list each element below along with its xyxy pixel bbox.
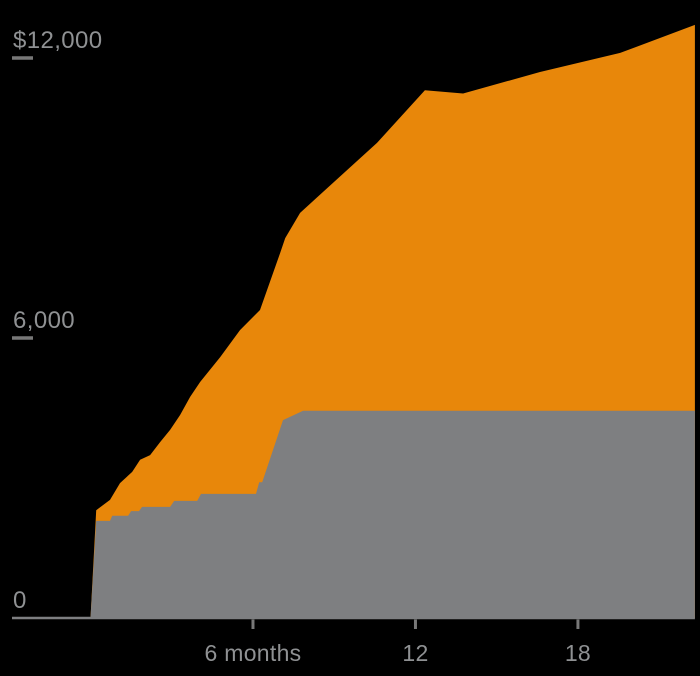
y-axis-label: 0 xyxy=(13,587,27,614)
y-axis-label: 6,000 xyxy=(13,307,75,334)
area-base-cost-gray xyxy=(90,410,695,618)
x-axis-label: 12 xyxy=(402,640,428,666)
y-axis-label: $12,000 xyxy=(13,27,103,54)
y-tick-dash xyxy=(12,56,33,60)
y-tick-dash xyxy=(12,336,33,340)
x-axis-label: 6 months xyxy=(204,640,301,666)
x-axis-label: 18 xyxy=(565,640,591,666)
